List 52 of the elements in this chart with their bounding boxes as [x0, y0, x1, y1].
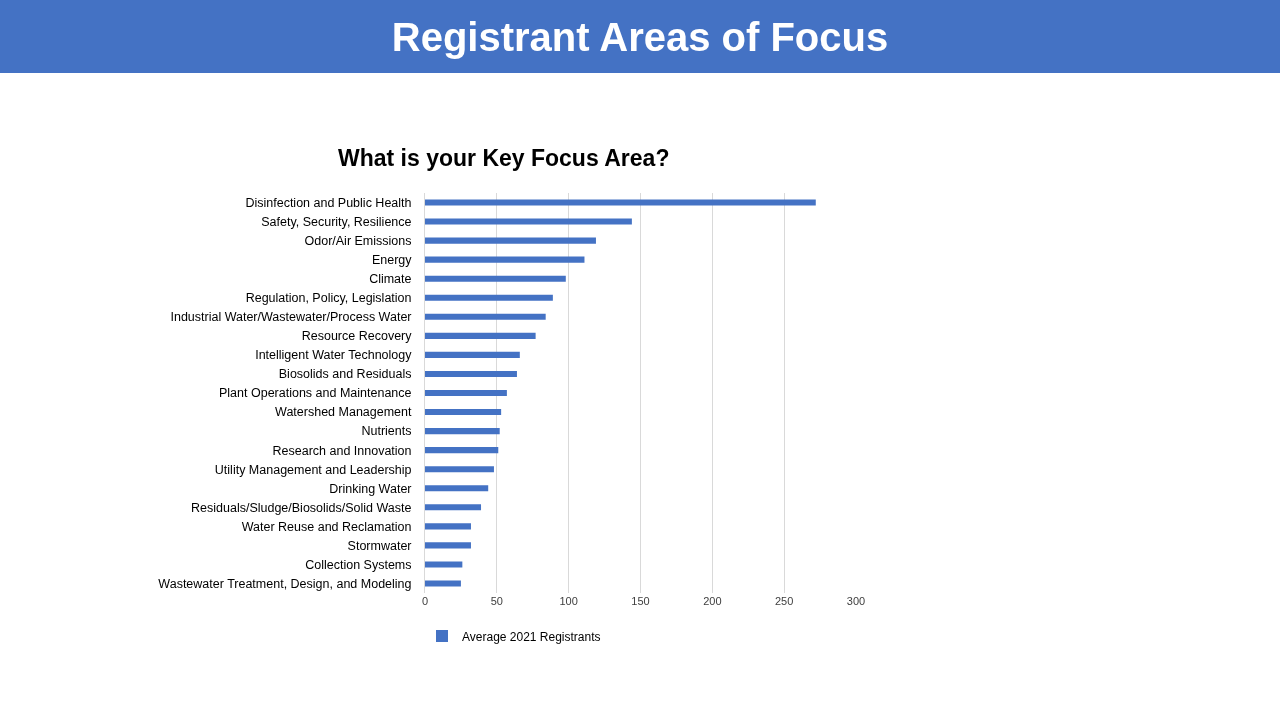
bar: [425, 332, 536, 339]
bar: [425, 294, 553, 301]
x-tick-label: 300: [846, 595, 866, 607]
chart-subtitle: What is your Key Focus Area?: [338, 145, 670, 171]
y-tick-label: Research and Innovation: [272, 443, 412, 458]
y-tick-label: Watershed Management: [275, 405, 413, 420]
y-tick-label: Safety, Security, Resilience: [261, 214, 412, 229]
y-tick-label: Disinfection and Public Health: [245, 195, 412, 210]
bar: [425, 256, 585, 263]
y-tick-label: Drinking Water: [329, 481, 412, 496]
y-tick-label: Biosolids and Residuals: [278, 367, 412, 382]
y-tick-label: Stormwater: [347, 538, 412, 553]
bar: [425, 389, 507, 397]
bar: [425, 351, 520, 358]
bar: [425, 370, 517, 377]
y-tick-label: Wastewater Treatment, Design, and Modeling: [158, 576, 412, 591]
y-tick-label: Regulation, Policy, Legislation: [245, 291, 412, 306]
y-tick-label: Resource Recovery: [301, 329, 413, 344]
y-tick-label: Nutrients: [361, 424, 412, 439]
y-tick-label: Intelligent Water Technology: [255, 348, 413, 363]
bar: [425, 313, 546, 320]
bar: [425, 237, 596, 244]
y-tick-label: Energy: [371, 253, 413, 268]
legend-label: Average 2021 Registrants: [462, 629, 601, 644]
y-tick-label: Climate: [369, 272, 412, 287]
bar: [425, 542, 471, 549]
y-tick-label: Residuals/Sludge/Biosolids/Solid Waste: [191, 500, 412, 515]
x-tick-label: 50: [490, 595, 503, 607]
bar: [425, 199, 816, 206]
y-tick-label: Industrial Water/Wastewater/Process Water: [170, 310, 412, 325]
x-tick-label: 250: [774, 595, 794, 607]
bar: [425, 409, 502, 416]
bar: [425, 504, 482, 511]
y-tick-label: Odor/Air Emissions: [304, 233, 412, 248]
chart-title: Registrant Areas of Focus: [391, 15, 889, 59]
y-tick-label: Collection Systems: [305, 557, 412, 572]
bar: [425, 218, 632, 225]
bar: [425, 428, 500, 435]
y-tick-label: Water Reuse and Reclamation: [241, 519, 412, 534]
bar: [425, 580, 461, 587]
bar: [425, 466, 494, 473]
bar: [425, 523, 471, 530]
bar: [425, 447, 499, 454]
bar: [425, 561, 463, 568]
y-tick-label: Plant Operations and Maintenance: [219, 386, 412, 401]
x-tick-label: 200: [703, 595, 722, 607]
x-tick-label: 0: [421, 595, 429, 607]
x-tick-label: 150: [631, 595, 650, 607]
y-tick-label: Utility Management and Leadership: [214, 462, 412, 477]
bar: [425, 275, 566, 282]
bar: [425, 485, 489, 492]
x-tick-label: 100: [559, 595, 578, 607]
